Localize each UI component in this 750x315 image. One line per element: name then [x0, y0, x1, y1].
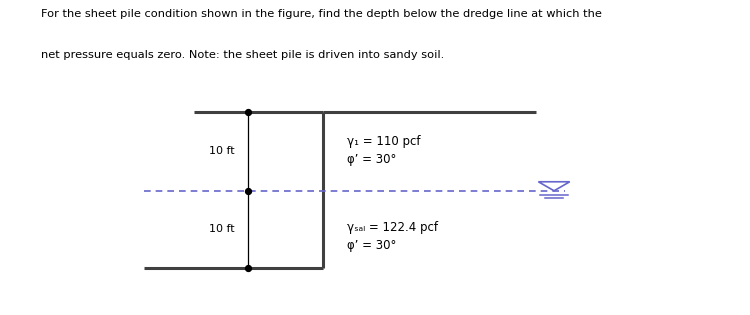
Text: γ₁ = 110 pcf: γ₁ = 110 pcf	[347, 135, 421, 148]
Text: 10 ft: 10 ft	[209, 146, 235, 156]
Point	[242, 265, 254, 270]
Text: For the sheet pile condition shown in the figure, find the depth below the dredg: For the sheet pile condition shown in th…	[41, 9, 602, 20]
Point	[242, 188, 254, 193]
Text: φ’ = 30°: φ’ = 30°	[347, 153, 397, 166]
Text: γₛₐₗ = 122.4 pcf: γₛₐₗ = 122.4 pcf	[347, 221, 439, 234]
Point	[242, 109, 254, 114]
Text: 10 ft: 10 ft	[209, 224, 235, 234]
Text: φ’ = 30°: φ’ = 30°	[347, 239, 397, 252]
Text: net pressure equals zero. Note: the sheet pile is driven into sandy soil.: net pressure equals zero. Note: the shee…	[41, 50, 445, 60]
